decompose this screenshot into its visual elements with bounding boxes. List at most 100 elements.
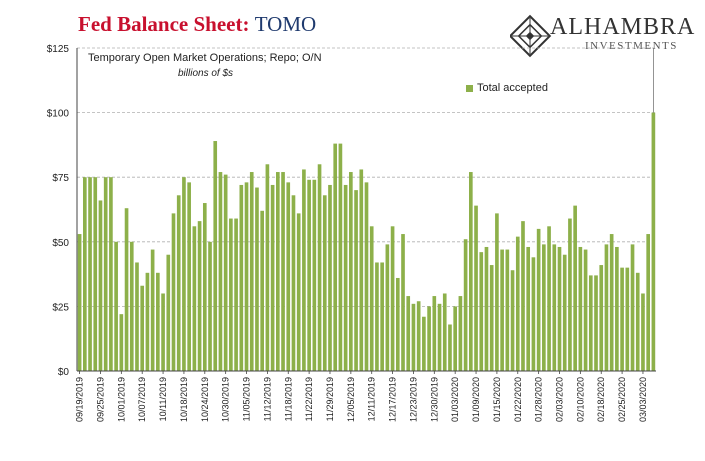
bar [265, 164, 270, 371]
bar [635, 272, 640, 371]
x-tick-label: 01/15/2020 [492, 377, 502, 422]
bar [281, 172, 285, 371]
bar [333, 143, 338, 371]
bar [286, 182, 291, 371]
x-tick-label: 10/07/2019 [137, 377, 147, 422]
bar [422, 316, 426, 371]
bar [651, 112, 656, 371]
bar [213, 141, 218, 371]
bar [510, 270, 515, 371]
bar [140, 285, 145, 371]
bar [317, 164, 322, 371]
bar [458, 296, 463, 371]
bar [406, 296, 411, 371]
bar [531, 257, 536, 371]
x-tick-label: 11/22/2019 [304, 377, 314, 421]
bar [620, 267, 624, 371]
x-tick-label: 10/18/2019 [179, 377, 189, 422]
chart-subtitle: Temporary Open Market Operations; Repo; … [88, 52, 322, 64]
legend-swatch [466, 84, 473, 92]
brand-subtitle: INVESTMENTS [585, 40, 678, 52]
x-tick-label: 01/09/2020 [471, 377, 481, 422]
y-tick-label: $50 [52, 238, 69, 249]
bar [182, 177, 186, 371]
bar [202, 203, 207, 371]
bar [536, 228, 541, 371]
y-tick-label: $0 [58, 367, 70, 378]
bar [260, 210, 265, 371]
bar [380, 262, 384, 371]
bar [594, 275, 598, 371]
bar [176, 195, 181, 371]
bar [322, 195, 327, 371]
bar [385, 244, 390, 371]
bar [98, 200, 103, 371]
bar [505, 249, 510, 371]
bar [302, 169, 306, 371]
bar [88, 177, 92, 371]
x-tick-label: 03/03/2020 [638, 377, 648, 422]
brand-name: ALHAMBRA [550, 14, 696, 40]
bar [583, 249, 588, 371]
bar [599, 265, 604, 371]
bar [390, 226, 395, 371]
bar [187, 182, 191, 371]
bar [161, 293, 165, 371]
bar [312, 179, 317, 371]
bar [364, 182, 369, 371]
x-tick-label: 10/01/2019 [116, 377, 126, 422]
bar [77, 234, 82, 371]
bar [296, 213, 301, 371]
bar [369, 226, 374, 371]
x-tick-label: 12/23/2019 [408, 377, 418, 422]
bar [114, 241, 118, 371]
x-tick-label: 02/10/2020 [575, 377, 585, 422]
x-tick-label: 11/05/2019 [242, 377, 252, 421]
bar [349, 172, 353, 371]
bar [229, 218, 233, 371]
bar [291, 195, 296, 371]
x-tick-label: 12/05/2019 [346, 377, 356, 422]
bar [437, 303, 442, 371]
x-tick-label: 12/30/2019 [429, 377, 439, 422]
bar [495, 213, 499, 371]
x-tick-label: 11/29/2019 [325, 377, 335, 421]
chart-title: Fed Balance Sheet: TOMO [78, 12, 316, 37]
x-tick-label: 02/03/2020 [555, 377, 565, 422]
bar [646, 234, 651, 371]
x-tick-label: 10/24/2019 [200, 377, 210, 422]
bar [630, 244, 635, 371]
bar [338, 143, 343, 371]
x-tick-label: 12/17/2019 [388, 377, 398, 422]
bar [604, 244, 609, 371]
bar [588, 275, 593, 371]
y-tick-label: $75 [52, 173, 69, 184]
bar [343, 184, 348, 371]
x-tick-label: 01/22/2020 [513, 377, 523, 422]
x-tick-label: 10/30/2019 [221, 377, 231, 422]
bar [542, 244, 546, 371]
bar [171, 213, 176, 371]
bar [192, 226, 197, 371]
bar [521, 221, 525, 371]
bar [145, 272, 150, 371]
bar [427, 306, 431, 371]
x-tick-label: 01/28/2020 [534, 377, 544, 422]
x-tick-label: 11/18/2019 [283, 377, 293, 421]
bar [166, 254, 171, 371]
bar [484, 246, 489, 371]
bar [223, 174, 228, 371]
bar [489, 265, 494, 371]
y-tick-label: $25 [52, 302, 69, 313]
bar [328, 184, 332, 371]
bar [208, 241, 212, 371]
bar [401, 234, 405, 371]
x-tick-label: 02/18/2020 [596, 377, 606, 422]
bar [474, 205, 478, 371]
bar [156, 272, 160, 371]
bar [609, 234, 614, 371]
bar [109, 177, 113, 371]
legend: Total accepted [466, 82, 548, 94]
